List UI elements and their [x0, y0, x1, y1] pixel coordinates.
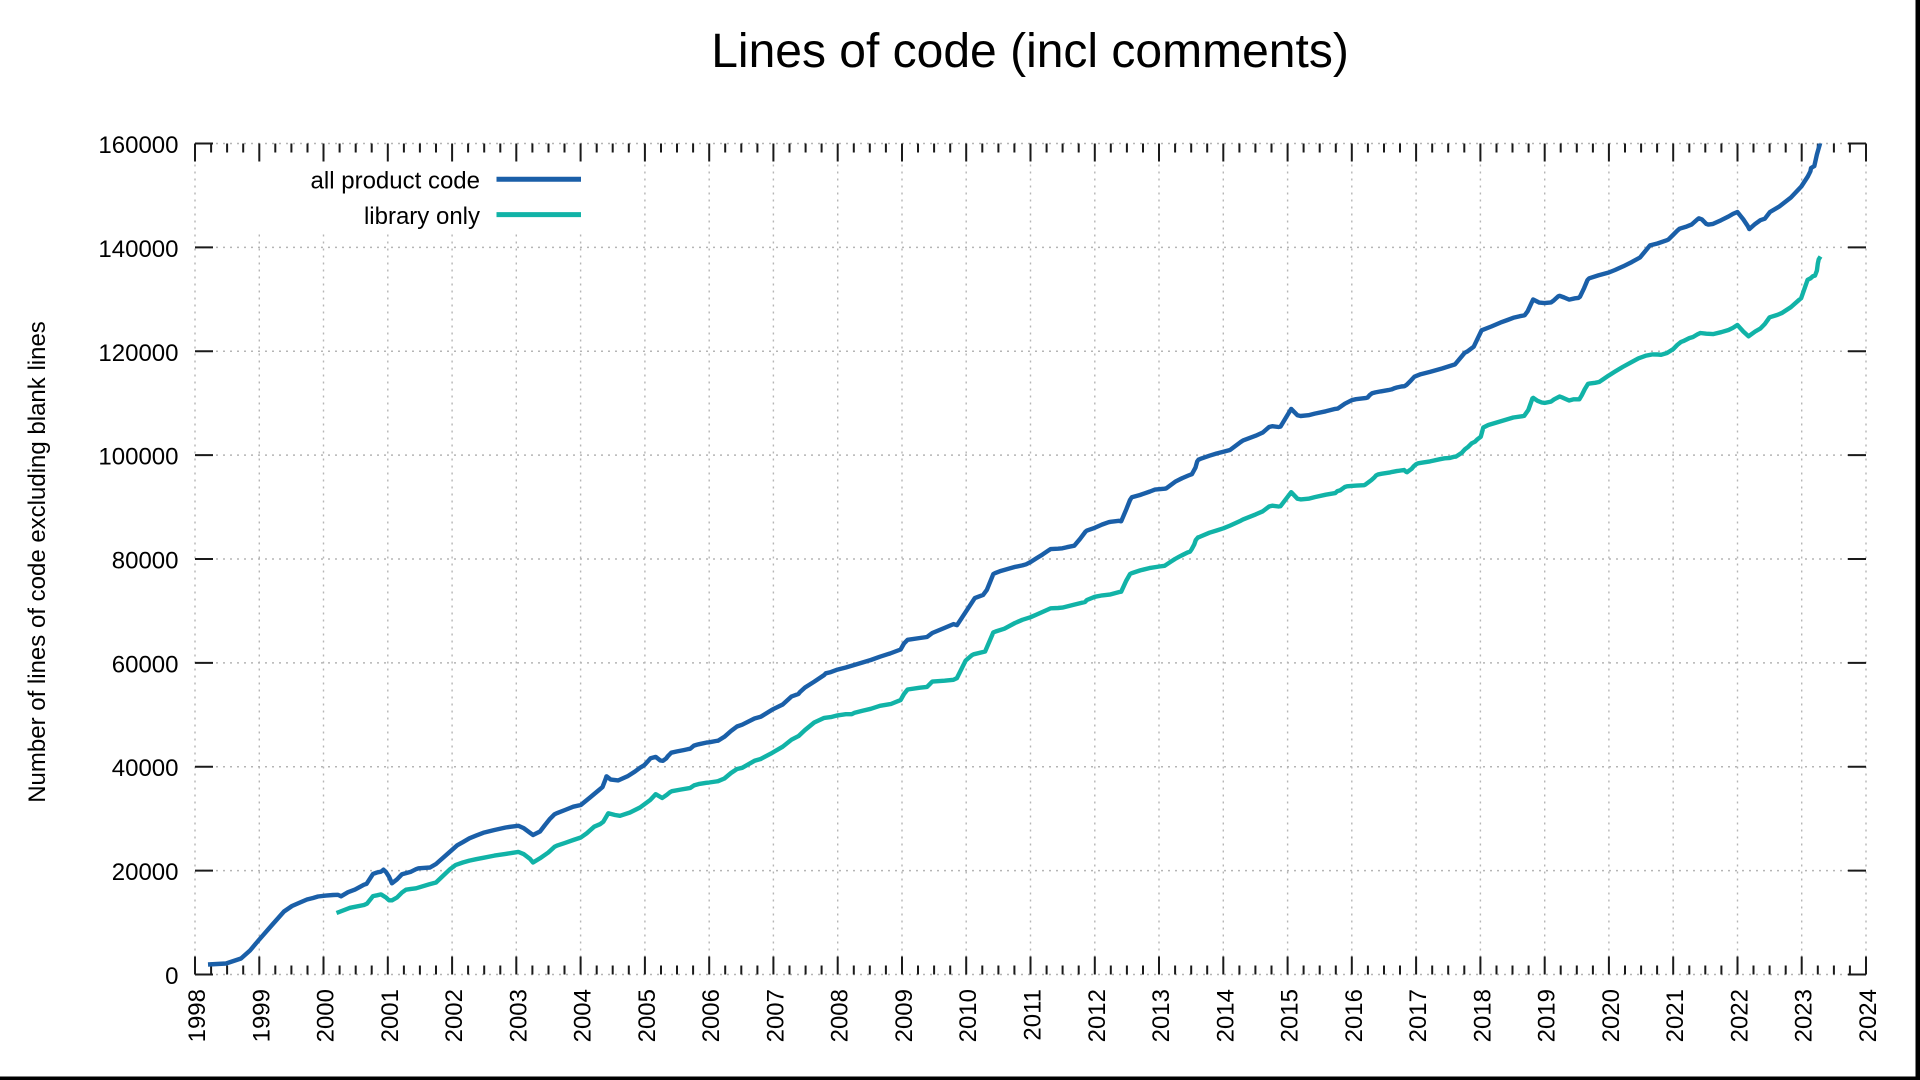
svg-text:2008: 2008: [827, 989, 854, 1042]
svg-text:2004: 2004: [570, 989, 597, 1042]
svg-text:100000: 100000: [98, 444, 178, 471]
svg-text:2020: 2020: [1598, 989, 1625, 1042]
svg-text:120000: 120000: [98, 340, 178, 367]
svg-text:Lines of code (incl comments): Lines of code (incl comments): [711, 25, 1349, 78]
svg-text:20000: 20000: [112, 859, 179, 886]
svg-text:2016: 2016: [1341, 989, 1368, 1042]
svg-text:2023: 2023: [1791, 989, 1818, 1042]
svg-text:2024: 2024: [1855, 989, 1882, 1042]
svg-text:2010: 2010: [955, 989, 982, 1042]
svg-text:2014: 2014: [1212, 989, 1239, 1042]
svg-text:2011: 2011: [1020, 989, 1047, 1041]
svg-text:2002: 2002: [441, 989, 468, 1042]
svg-text:2000: 2000: [313, 989, 340, 1042]
svg-text:2015: 2015: [1277, 989, 1304, 1042]
svg-text:2017: 2017: [1405, 989, 1432, 1042]
svg-text:60000: 60000: [112, 651, 179, 678]
svg-text:2019: 2019: [1534, 989, 1561, 1042]
svg-text:Number of lines of code exclud: Number of lines of code excluding blank …: [24, 321, 51, 803]
svg-text:40000: 40000: [112, 755, 179, 782]
svg-text:2009: 2009: [891, 989, 918, 1042]
svg-text:80000: 80000: [112, 548, 179, 575]
svg-text:2012: 2012: [1084, 989, 1111, 1042]
svg-text:2018: 2018: [1469, 989, 1496, 1042]
svg-text:2005: 2005: [634, 989, 661, 1042]
svg-text:2006: 2006: [698, 989, 725, 1042]
svg-text:0: 0: [165, 963, 178, 990]
svg-text:1999: 1999: [248, 989, 275, 1042]
svg-text:1998: 1998: [184, 989, 211, 1042]
svg-text:2007: 2007: [762, 989, 789, 1042]
svg-text:all product code: all product code: [311, 168, 480, 195]
svg-text:2021: 2021: [1662, 989, 1689, 1042]
svg-text:160000: 160000: [98, 132, 178, 159]
svg-text:2001: 2001: [377, 989, 404, 1042]
svg-text:2022: 2022: [1727, 989, 1754, 1042]
svg-text:2013: 2013: [1148, 989, 1175, 1042]
svg-text:140000: 140000: [98, 236, 178, 263]
svg-text:2003: 2003: [505, 989, 532, 1042]
svg-text:library only: library only: [364, 203, 480, 230]
